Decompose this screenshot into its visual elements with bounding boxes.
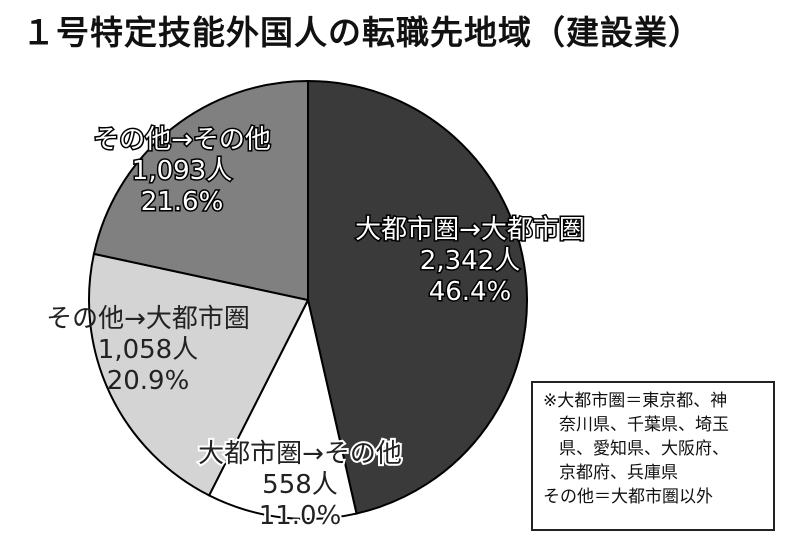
note-line: ※大都市圏＝東京都、神 (543, 391, 728, 411)
slice-label-metro-to-other: 大都市圏→その他 (198, 439, 402, 469)
slice-count-metro-to-other: 558人 (262, 470, 338, 500)
chart-title: １号特定技能外国人の転職先地域（建設業） (22, 13, 702, 52)
slice-count-other-to-other: 1,093人 (132, 156, 232, 186)
slice-percent-other-to-other: 21.6% (141, 187, 224, 217)
note-line: 京都府、兵庫県 (559, 463, 678, 483)
pie-slice-metro-to-metro (307, 79, 529, 515)
slice-percent-metro-to-other: 11.0% (259, 501, 342, 531)
pie-slice-other-to-other (92, 79, 309, 302)
note-line: 奈川県、千葉県、埼玉 (559, 415, 729, 435)
slice-percent-metro-to-metro: 46.4% (429, 277, 512, 307)
note-box: ※大都市圏＝東京都、神 奈川県、千葉県、埼玉 県、愛知県、大阪府、 京都府、兵庫… (531, 381, 775, 531)
slice-count-other-to-metro: 1,058人 (98, 335, 198, 365)
slice-label-other-to-other: その他→その他 (93, 125, 271, 155)
slice-label-other-to-metro: その他→大都市圏 (46, 304, 250, 334)
slice-count-metro-to-metro: 2,342人 (420, 246, 520, 276)
note-line: その他＝大都市圏以外 (543, 487, 713, 507)
pie-slice-other-to-metro (88, 252, 310, 497)
pie-slice-metro-to-other (207, 297, 358, 520)
note-line: 県、愛知県、大阪府、 (559, 439, 729, 459)
slice-label-metro-to-metro: 大都市圏→大都市圏 (355, 215, 585, 245)
slice-percent-other-to-metro: 20.9% (107, 366, 190, 396)
